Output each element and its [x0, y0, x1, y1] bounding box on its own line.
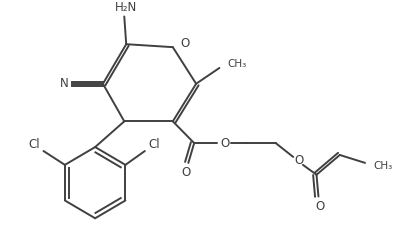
Text: O: O: [294, 154, 304, 167]
Text: O: O: [182, 166, 191, 179]
Text: O: O: [316, 200, 325, 213]
Text: H₂N: H₂N: [115, 1, 137, 14]
Text: Cl: Cl: [28, 138, 40, 151]
Text: Cl: Cl: [149, 138, 160, 151]
Text: O: O: [221, 137, 230, 150]
Text: CH₃: CH₃: [374, 161, 393, 171]
Text: N: N: [60, 77, 68, 90]
Text: O: O: [181, 37, 190, 50]
Text: CH₃: CH₃: [227, 59, 246, 69]
